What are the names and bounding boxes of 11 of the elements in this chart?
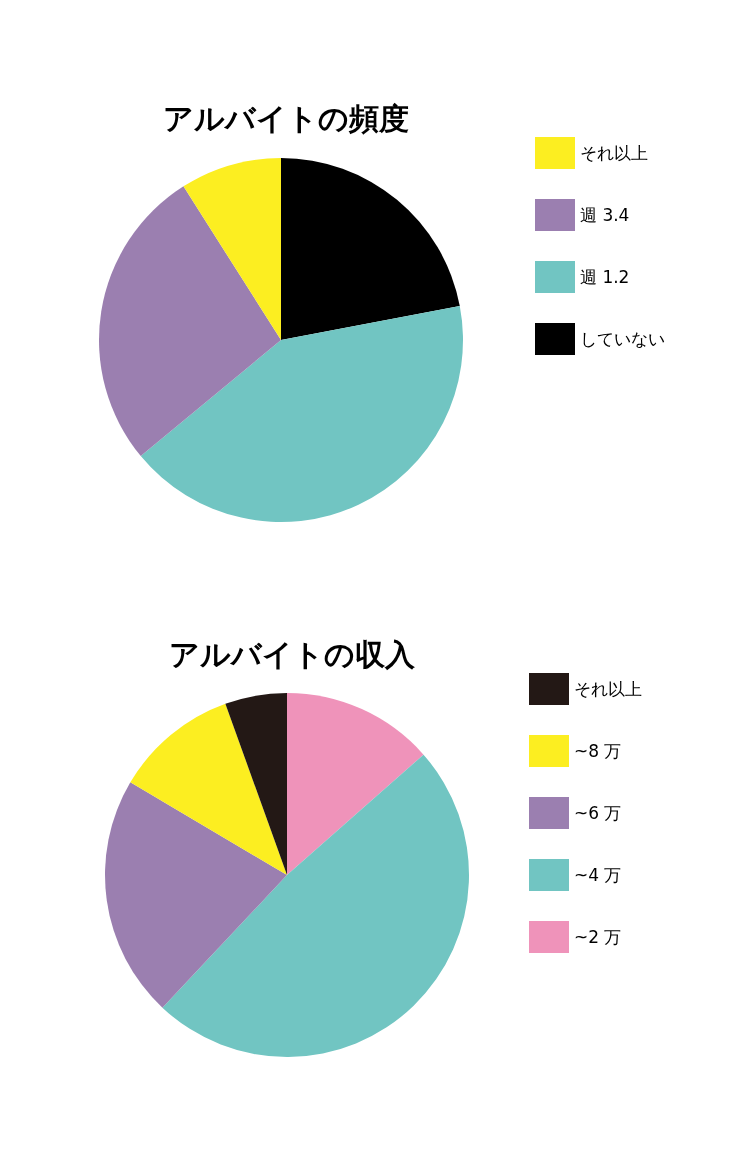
legend-label: していない xyxy=(580,329,665,349)
legend-label: ~2 万 xyxy=(574,927,622,947)
legend-label: 週 3.4 xyxy=(580,205,630,225)
chart-title: アルバイトの頻度 xyxy=(163,100,409,136)
legend-label: ~6 万 xyxy=(574,803,622,823)
legend-label: 週 1.2 xyxy=(580,267,630,287)
chart-title: アルバイトの収入 xyxy=(169,636,416,672)
legend-label: それ以上 xyxy=(574,679,642,699)
legend-label: ~4 万 xyxy=(574,865,622,885)
legend-label: それ以上 xyxy=(580,143,648,163)
legend-label: ~8 万 xyxy=(574,741,622,761)
